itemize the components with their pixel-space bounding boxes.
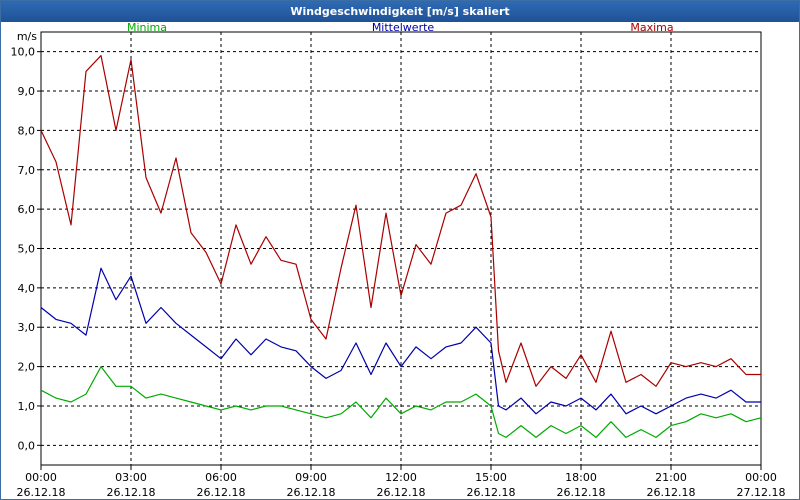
y-tick-label: 3,0 bbox=[18, 321, 36, 334]
y-tick-label: 1,0 bbox=[18, 400, 36, 413]
x-tick-date: 26.12.18 bbox=[107, 486, 156, 499]
x-tick-date: 26.12.18 bbox=[287, 486, 336, 499]
y-tick-label: 5,0 bbox=[18, 243, 36, 256]
window-title: Windgeschwindigkeit [m/s] skaliert bbox=[1, 1, 799, 22]
x-tick-time: 00:00 bbox=[745, 471, 777, 484]
x-tick-time: 12:00 bbox=[385, 471, 417, 484]
x-tick-time: 21:00 bbox=[655, 471, 687, 484]
legend-mittelwerte: Mittelwerte bbox=[372, 22, 435, 34]
y-tick-label: 4,0 bbox=[18, 282, 36, 295]
series-line-maxima bbox=[40, 54, 761, 387]
y-axis-label: m/s bbox=[17, 30, 37, 43]
x-tick-date: 27.12.18 bbox=[737, 486, 786, 499]
legend-minima: Minima bbox=[127, 22, 167, 34]
y-tick-label: 7,0 bbox=[18, 164, 36, 177]
legend-maxima: Maxima bbox=[630, 22, 673, 34]
y-tick-label: 8,0 bbox=[18, 124, 36, 137]
series-line-minima bbox=[40, 366, 762, 438]
x-tick-date: 26.12.18 bbox=[197, 486, 246, 499]
x-tick-date: 26.12.18 bbox=[647, 486, 696, 499]
x-tick-time: 18:00 bbox=[565, 471, 597, 484]
x-tick-date: 26.12.18 bbox=[557, 486, 606, 499]
x-tick-time: 03:00 bbox=[115, 471, 147, 484]
series-line-mittelwerte bbox=[40, 267, 761, 415]
wind-speed-chart: 0,0 1,0 2,0 3,0 4,0 5,0 6,0 7,0 8,0 9,0 10,0 00:00 2… bbox=[11, 22, 786, 499]
x-tick-time: 00:00 bbox=[25, 471, 57, 484]
y-tick-label: 2,0 bbox=[18, 361, 36, 374]
y-tick-label: 6,0 bbox=[18, 203, 36, 216]
x-tick-time: 06:00 bbox=[205, 471, 237, 484]
y-tick-label: 10,0 bbox=[11, 46, 36, 59]
x-tick-date: 26.12.18 bbox=[467, 486, 516, 499]
x-tick-time: 15:00 bbox=[475, 471, 507, 484]
x-tick-date: 26.12.18 bbox=[377, 486, 426, 499]
y-tick-label: 9,0 bbox=[18, 85, 36, 98]
x-tick-date: 26.12.18 bbox=[17, 486, 66, 499]
x-tick-time: 09:00 bbox=[295, 471, 327, 484]
y-tick-label: 0,0 bbox=[18, 439, 36, 452]
